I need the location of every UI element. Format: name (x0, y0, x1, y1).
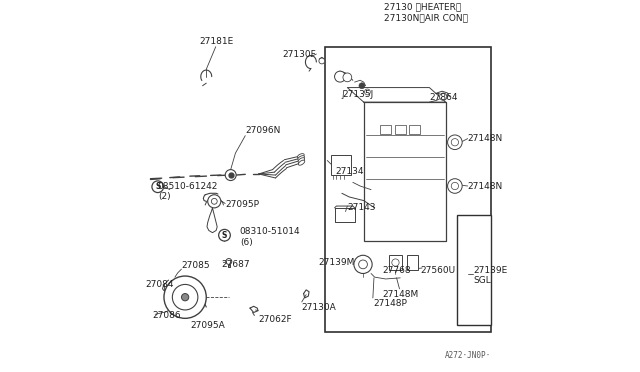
Circle shape (219, 230, 230, 241)
Circle shape (164, 276, 206, 318)
Text: A272·JN0P·: A272·JN0P· (445, 351, 492, 360)
Text: S: S (155, 182, 161, 191)
Text: S: S (222, 231, 227, 240)
Ellipse shape (298, 155, 305, 160)
Circle shape (208, 195, 221, 208)
Circle shape (392, 259, 399, 266)
Text: 27062F: 27062F (258, 315, 292, 324)
Text: 27148N: 27148N (468, 134, 503, 143)
Text: 27135J: 27135J (342, 90, 373, 99)
Text: 08310-51014
(6): 08310-51014 (6) (240, 227, 300, 247)
Text: 27086: 27086 (152, 311, 181, 320)
Circle shape (335, 71, 346, 82)
Text: 27181E: 27181E (199, 37, 233, 46)
Circle shape (343, 73, 352, 82)
Text: 27148M: 27148M (382, 290, 419, 299)
Circle shape (211, 198, 217, 204)
Text: 27768: 27768 (382, 266, 411, 275)
Text: 27130A: 27130A (302, 303, 337, 312)
Bar (395, 125, 406, 134)
Text: 27084: 27084 (145, 280, 173, 289)
Circle shape (451, 182, 458, 190)
Bar (331, 155, 351, 175)
Circle shape (225, 170, 236, 180)
Bar (380, 125, 391, 134)
Text: 27687: 27687 (221, 260, 250, 269)
Text: 08510-61242
(2): 08510-61242 (2) (158, 182, 218, 201)
Text: 27130F: 27130F (283, 49, 316, 58)
Text: 27134: 27134 (335, 167, 364, 176)
Circle shape (451, 139, 458, 146)
Circle shape (319, 58, 324, 64)
Bar (364, 102, 446, 241)
Circle shape (226, 259, 232, 264)
Ellipse shape (298, 158, 305, 163)
Text: 27864: 27864 (429, 93, 458, 102)
Circle shape (447, 135, 462, 150)
Circle shape (440, 93, 447, 100)
Text: 27130 〈HEATER〉
27130N〈AIR CON〉: 27130 〈HEATER〉 27130N〈AIR CON〉 (384, 3, 468, 22)
Circle shape (354, 255, 372, 273)
Circle shape (358, 260, 367, 269)
Text: 27095P: 27095P (225, 200, 259, 209)
Bar (326, 48, 492, 332)
Circle shape (227, 172, 234, 178)
Text: 27096N: 27096N (245, 126, 281, 135)
Bar (408, 255, 419, 270)
Ellipse shape (298, 154, 304, 158)
Text: 27143: 27143 (348, 203, 376, 212)
Circle shape (182, 294, 189, 301)
Text: 27139E
SGL: 27139E SGL (473, 266, 508, 285)
Bar (389, 255, 402, 270)
Circle shape (359, 83, 365, 89)
Text: 27148P: 27148P (373, 299, 407, 308)
Bar (410, 125, 420, 134)
Circle shape (172, 285, 198, 310)
Bar (457, 215, 492, 324)
Text: 27085: 27085 (182, 261, 210, 270)
Text: 27148N: 27148N (468, 182, 503, 190)
Text: 27560U: 27560U (420, 266, 456, 275)
Circle shape (152, 181, 164, 193)
Text: 27139M: 27139M (318, 258, 355, 267)
Text: 27095A: 27095A (191, 321, 225, 330)
Circle shape (447, 179, 462, 193)
Ellipse shape (298, 160, 305, 165)
Circle shape (364, 89, 371, 95)
